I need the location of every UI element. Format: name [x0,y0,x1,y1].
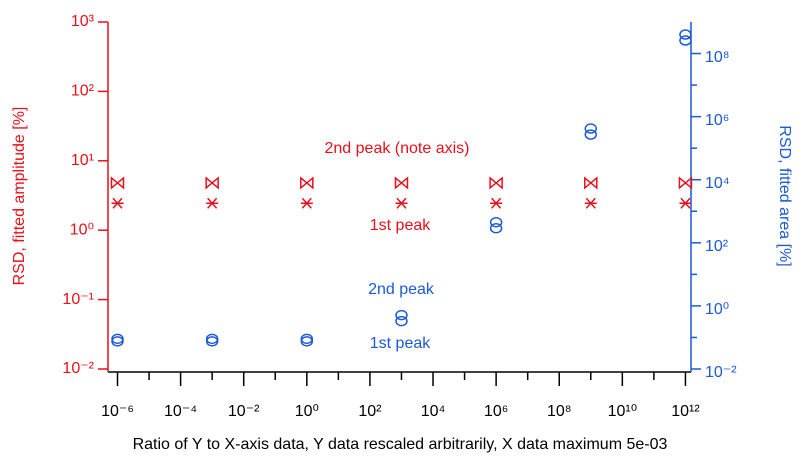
x-tick-label: 10⁰ [295,403,319,420]
y-tick-label: 10⁻¹ [62,291,94,308]
data-point [206,197,219,209]
x-tick-label: 10⁻² [228,403,260,420]
y-tick-label: 10¹ [71,152,94,169]
x-tick-label: 10⁸ [547,403,572,420]
x-tick-label: 10⁶ [484,403,508,420]
data-point [679,197,692,209]
data-point [300,336,314,347]
data-point [679,35,692,46]
x-tick-label: 10¹² [671,403,700,420]
data-point [111,197,124,209]
y2-tick-label: 10⁴ [705,175,730,192]
data-point [584,123,598,134]
data-point [205,176,219,190]
data-point [490,197,503,209]
y-tick-label: 10³ [71,13,95,30]
y2-tick-label: 10⁰ [705,301,729,318]
data-point [395,315,408,327]
y2-tick-label: 10⁶ [705,112,729,129]
x-tick-label: 10⁻⁶ [101,403,134,420]
data-point [489,222,503,234]
data-point [678,176,693,190]
series-label: 2nd peak (note axis) [325,140,470,157]
data-point [395,197,408,209]
data-point [300,197,313,209]
x-tick-label: 10¹⁰ [608,403,638,420]
data-point [394,176,409,190]
y2-axis-label: RSD, fitted area [%] [776,125,793,266]
data-point [584,129,598,140]
data-point [584,197,597,209]
y-axis-label: RSD, fitted amplitude [%] [11,107,28,286]
y2-tick-label: 10² [705,238,729,255]
series-label: 1st peak [370,335,431,352]
data-point [584,176,598,190]
data-point [111,336,124,347]
y-tick-label: 10⁻² [62,360,94,377]
data-point [205,336,219,347]
x-tick-label: 10² [358,403,382,420]
x-tick-label: 10⁴ [421,403,446,420]
x-axis-label: Ratio of Y to X-axis data, Y data rescal… [133,436,668,453]
series-label: 1st peak [370,217,431,234]
data-point [489,216,503,228]
data-point [395,309,408,321]
series-label: 2nd peak [368,281,435,298]
data-point [300,176,314,190]
data-point [110,176,125,190]
y-tick-label: 10⁰ [70,221,94,238]
data-point [489,176,503,190]
y-tick-label: 10² [71,83,95,100]
y2-tick-label: 10⁻² [705,364,737,381]
y2-tick-label: 10⁸ [705,49,730,66]
x-tick-label: 10⁻⁴ [164,403,197,420]
data-point [679,29,692,40]
